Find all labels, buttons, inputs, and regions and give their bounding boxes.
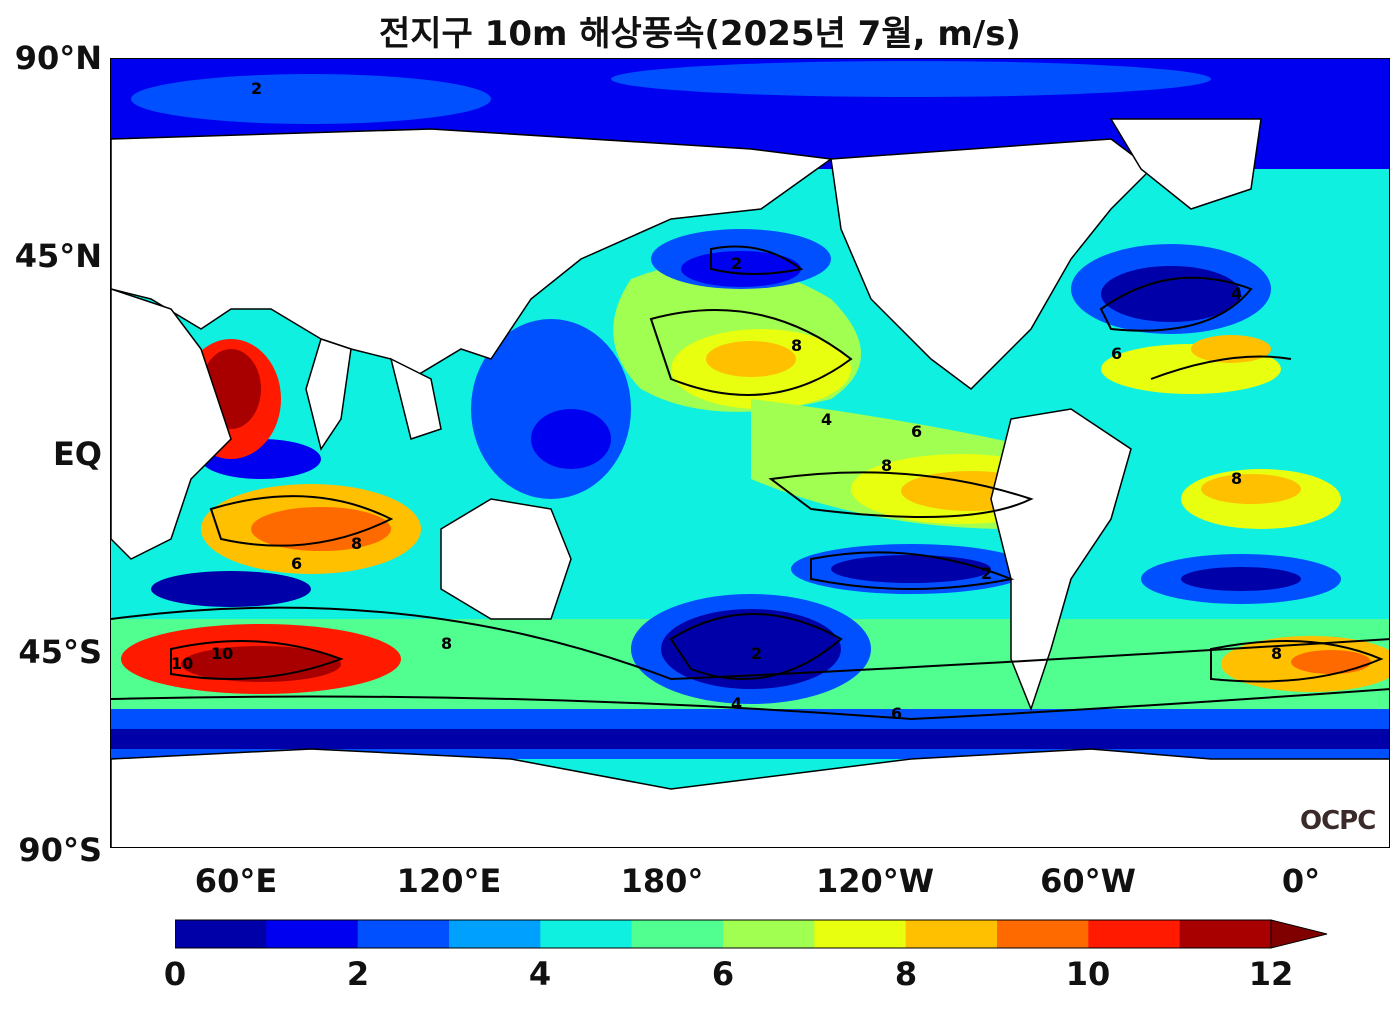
lat-label-90n: 90°N bbox=[14, 39, 102, 77]
svg-text:2: 2 bbox=[751, 644, 762, 663]
colorbar-bin bbox=[449, 920, 541, 948]
colorbar-bin bbox=[905, 920, 998, 948]
colorbar-bin bbox=[357, 920, 450, 948]
colorbar-bin bbox=[723, 920, 815, 948]
land-greenland bbox=[1109, 118, 1262, 210]
colorbar-bin bbox=[997, 920, 1089, 948]
ocpc-logo: OCPC bbox=[1300, 806, 1376, 836]
land-australia bbox=[440, 498, 572, 620]
svg-text:4: 4 bbox=[821, 410, 832, 429]
lon-label-120w: 120°W bbox=[815, 862, 935, 900]
colorbar-tick: 12 bbox=[1248, 955, 1294, 993]
land-africa bbox=[111, 288, 232, 560]
svg-text:6: 6 bbox=[911, 422, 922, 441]
colorbar-tick: 8 bbox=[894, 955, 918, 993]
contour-lines bbox=[111, 245, 1389, 721]
colorbar-bin bbox=[266, 920, 359, 948]
lon-label-120e: 120°E bbox=[396, 862, 502, 900]
colorbar-extend-arrow bbox=[1270, 919, 1328, 949]
land-eurasia bbox=[111, 128, 833, 380]
map-title: 전지구 10m 해상풍속(2025년 7월, m/s) bbox=[379, 14, 1021, 54]
svg-text:6: 6 bbox=[291, 554, 302, 573]
svg-text:4: 4 bbox=[731, 694, 742, 713]
svg-text:2: 2 bbox=[981, 564, 992, 583]
svg-text:8: 8 bbox=[791, 336, 802, 355]
colorbar-bin bbox=[1088, 920, 1181, 948]
wind-speed-map: 8 8 6 4 2 4 6 8 8 8 6 10 10 8 2 4 6 2 2 bbox=[110, 58, 1390, 848]
svg-text:4: 4 bbox=[1231, 284, 1242, 303]
lon-label-60e: 60°E bbox=[194, 862, 278, 900]
svg-text:6: 6 bbox=[1111, 344, 1122, 363]
lat-label-45s: 45°S bbox=[18, 633, 102, 671]
colorbar-bin bbox=[175, 920, 267, 948]
svg-text:6: 6 bbox=[891, 704, 902, 723]
svg-text:10: 10 bbox=[211, 644, 233, 663]
colorbar-bin bbox=[1179, 920, 1272, 948]
colorbar-tick: 4 bbox=[528, 955, 552, 993]
svg-text:8: 8 bbox=[351, 534, 362, 553]
colorbar-tick: 0 bbox=[163, 955, 187, 993]
lon-label-60w: 60°W bbox=[1040, 862, 1136, 900]
lat-label-90s: 90°S bbox=[18, 831, 102, 869]
contour-labels: 8 8 6 4 2 4 6 8 8 8 6 10 10 8 2 4 6 2 2 bbox=[171, 79, 1282, 723]
svg-text:2: 2 bbox=[251, 79, 262, 98]
colorbar-bin bbox=[631, 920, 724, 948]
svg-text:8: 8 bbox=[1231, 469, 1242, 488]
colorbar-tick: 6 bbox=[711, 955, 735, 993]
land-south-america bbox=[990, 408, 1132, 712]
lat-label-45n: 45°N bbox=[14, 237, 102, 275]
land-india bbox=[305, 338, 352, 451]
svg-text:8: 8 bbox=[881, 456, 892, 475]
colorbar-bin bbox=[540, 920, 633, 948]
svg-text:8: 8 bbox=[1271, 644, 1282, 663]
svg-text:10: 10 bbox=[171, 654, 193, 673]
colorbar-tick: 10 bbox=[1065, 955, 1111, 993]
colorbar-tick: 2 bbox=[346, 955, 370, 993]
lon-label-180: 180° bbox=[620, 862, 704, 900]
lon-label-0: 0° bbox=[1281, 862, 1321, 900]
colorbar bbox=[175, 919, 1328, 949]
land-southeast-asia bbox=[389, 357, 442, 440]
lat-label-eq: EQ bbox=[52, 435, 102, 473]
svg-text:2: 2 bbox=[731, 254, 742, 273]
land-antarctica bbox=[111, 748, 1389, 847]
colorbar-bins bbox=[175, 920, 1272, 948]
land-masses bbox=[111, 118, 1389, 847]
svg-text:8: 8 bbox=[441, 634, 452, 653]
colorbar-bin bbox=[814, 920, 907, 948]
